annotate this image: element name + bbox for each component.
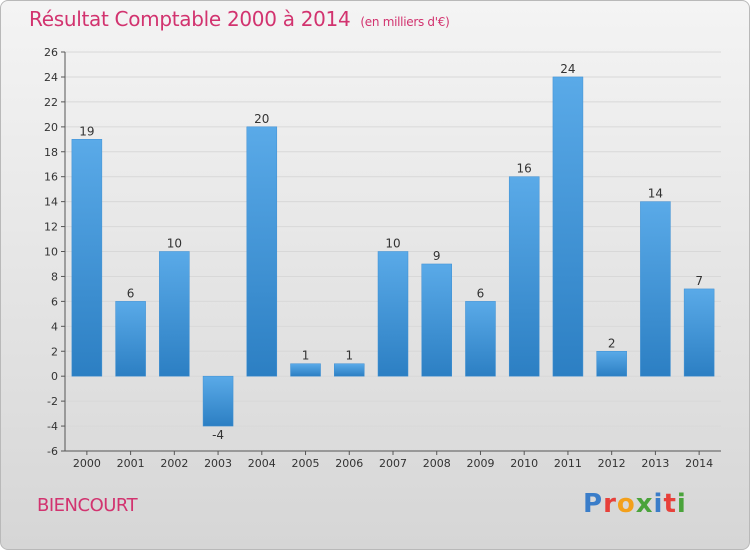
y-tick-label: 20 (44, 121, 58, 134)
y-tick-label: -6 (47, 445, 58, 458)
logo-letter: i (653, 489, 664, 519)
y-tick-label: 2 (51, 345, 58, 358)
bar (159, 251, 190, 377)
value-label: 2 (608, 336, 616, 350)
bar (421, 263, 452, 377)
x-tick-label: 2008 (423, 457, 451, 470)
logo-letter: t (663, 489, 677, 519)
bar (552, 76, 584, 377)
bar (377, 251, 409, 377)
x-tick-label: 2005 (292, 457, 320, 470)
bar (465, 301, 496, 377)
value-label: 1 (302, 349, 310, 363)
y-tick-label: 4 (51, 320, 58, 333)
bar (683, 288, 715, 377)
proxiti-logo[interactable]: Proxiti (583, 489, 687, 519)
logo-letter: x (635, 489, 654, 519)
chart-title: Résultat Comptable 2000 à 2014 (en millie… (29, 7, 450, 31)
logo-letter: i (676, 489, 687, 519)
value-label: 6 (477, 286, 485, 300)
x-tick-label: 2000 (73, 457, 101, 470)
x-tick-label: 2010 (510, 457, 538, 470)
bar (334, 363, 365, 377)
x-tick-label: 2006 (335, 457, 363, 470)
commune-name: BIENCOURT (37, 495, 138, 516)
y-tick-label: 18 (44, 146, 58, 159)
value-label: 14 (648, 187, 663, 201)
x-tick-label: 2014 (685, 457, 713, 470)
y-tick-label: 24 (44, 71, 58, 84)
bar (115, 301, 146, 377)
x-tick-label: 2004 (248, 457, 276, 470)
value-label: 10 (167, 237, 182, 251)
y-tick-label: 10 (44, 246, 58, 259)
value-label: 19 (79, 124, 94, 138)
y-tick-label: 6 (51, 295, 58, 308)
bar (202, 375, 234, 427)
x-tick-label: 2001 (117, 457, 145, 470)
logo-letter: o (616, 489, 636, 519)
x-tick-label: 2013 (641, 457, 669, 470)
y-tick-label: 12 (44, 221, 58, 234)
logo-letter: r (603, 489, 617, 519)
x-tick-label: 2003 (204, 457, 232, 470)
value-label: 16 (517, 162, 532, 176)
value-label: 9 (433, 249, 441, 263)
x-tick-label: 2009 (466, 457, 494, 470)
y-tick-label: 16 (44, 171, 58, 184)
logo-letter: P (583, 489, 604, 519)
value-label: 7 (695, 274, 703, 288)
x-tick-label: 2002 (160, 457, 188, 470)
bars (71, 76, 715, 427)
x-tick-label: 2011 (554, 457, 582, 470)
bar (246, 126, 278, 377)
y-tick-label: -4 (47, 420, 58, 433)
value-label: 24 (560, 62, 575, 76)
bar (640, 201, 671, 377)
value-label: 6 (127, 286, 135, 300)
bar (508, 176, 540, 377)
value-label: 10 (385, 237, 400, 251)
y-tick-label: 26 (44, 46, 58, 59)
y-tick-label: 8 (51, 270, 58, 283)
bar (290, 363, 321, 377)
y-tick-label: 0 (51, 370, 58, 383)
value-label: -4 (212, 428, 224, 442)
y-tick-label: 22 (44, 96, 58, 109)
bar (71, 139, 103, 377)
x-tick-label: 2012 (598, 457, 626, 470)
y-tick-label: -2 (47, 395, 58, 408)
chart-subtitle: (en milliers d'€) (360, 15, 450, 29)
x-tick-label: 2007 (379, 457, 407, 470)
value-label: 20 (254, 112, 269, 126)
value-label: 1 (345, 349, 353, 363)
bar (596, 351, 627, 377)
chart-title-text: Résultat Comptable 2000 à 2014 (29, 7, 351, 31)
y-tick-label: 14 (44, 196, 58, 209)
